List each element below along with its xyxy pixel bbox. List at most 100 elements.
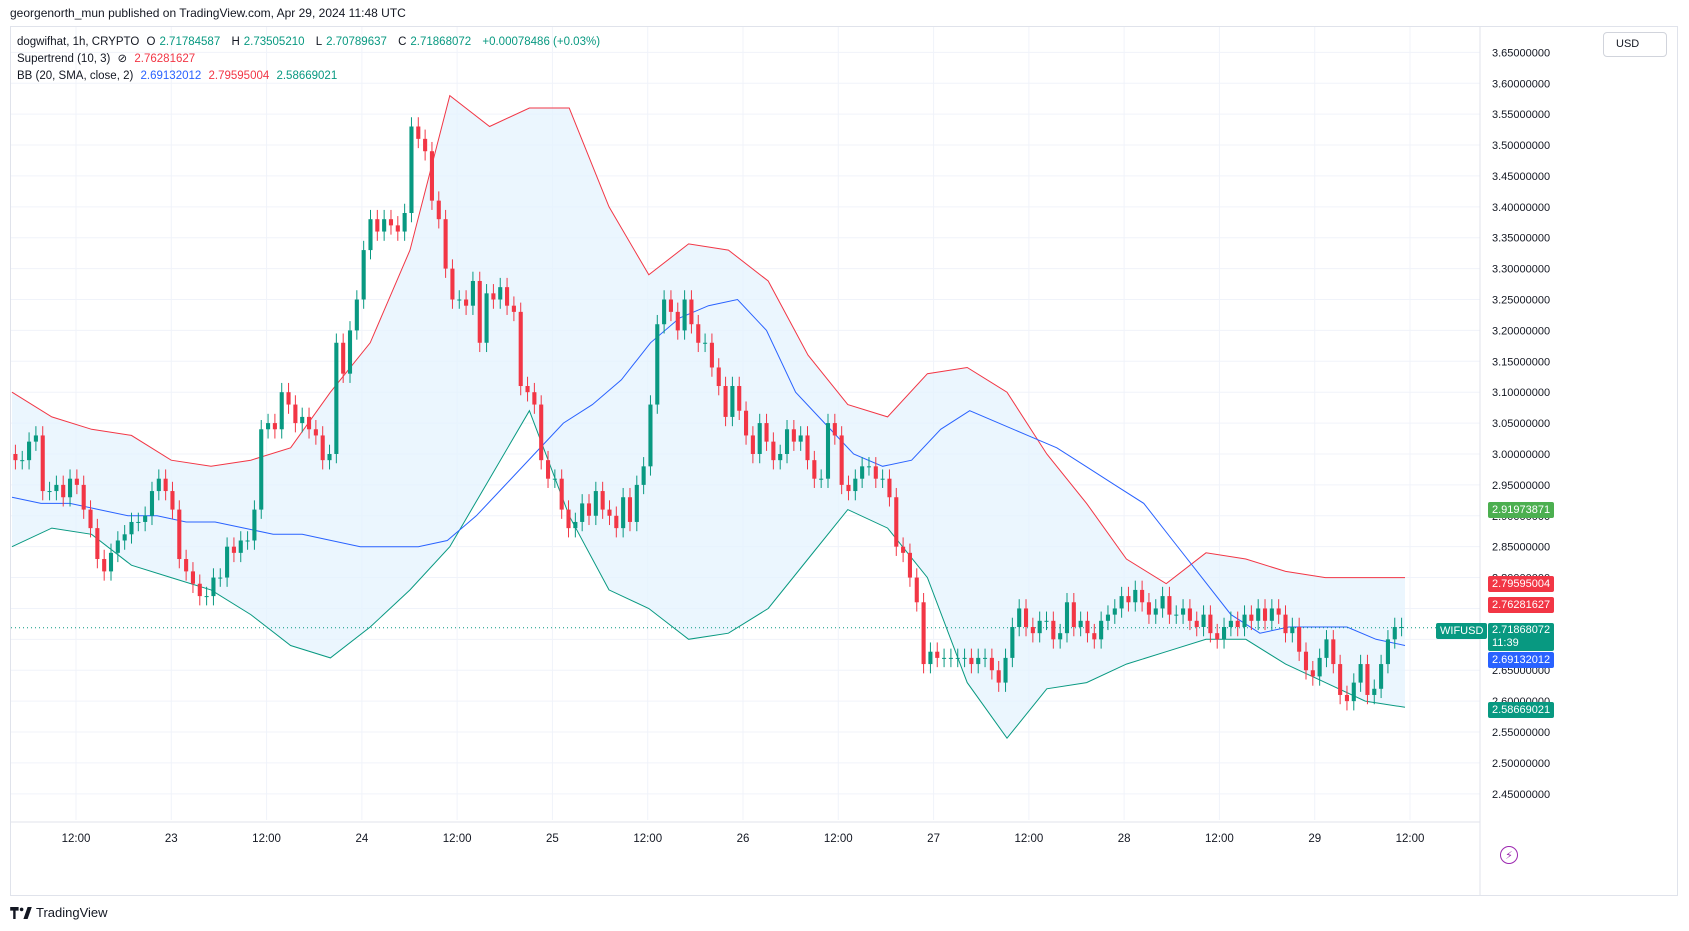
legend-supertrend-row[interactable]: Supertrend (10, 3) ⊘ 2.76281627 (17, 51, 604, 68)
candle-body (648, 404, 653, 467)
candle-body (13, 453, 18, 461)
candle-body (272, 423, 277, 430)
chart-frame (10, 26, 1678, 896)
candle-body (573, 521, 578, 529)
low-value: 2.70789637 (326, 36, 387, 48)
legend-symbol: dogwifhat, 1h, CRYPTO (17, 36, 140, 48)
candle-body (177, 509, 182, 560)
candle-body (231, 546, 236, 553)
candle-body (115, 540, 120, 553)
y-tick-label: 3.25000000 (1492, 295, 1550, 307)
last-price-tag: 2.71868072 11:39 (1488, 623, 1555, 651)
candle-body (477, 280, 482, 343)
candle-body (784, 429, 790, 454)
tradingview-logo-icon (10, 906, 32, 919)
candle-body (839, 435, 844, 485)
candle-body (266, 423, 271, 430)
candle-body (88, 509, 93, 529)
candle-body (662, 299, 667, 325)
y-tick-label: 3.55000000 (1492, 109, 1550, 121)
candle-body (996, 670, 1001, 683)
candle-body (1208, 614, 1213, 634)
candle-body (1269, 608, 1274, 621)
y-tick-label: 3.65000000 (1492, 47, 1550, 59)
candle-body (1262, 608, 1268, 621)
candle-body (586, 503, 592, 516)
candle-body (1194, 620, 1199, 627)
candle-body (532, 392, 537, 405)
candle-body (641, 466, 646, 485)
candle-body (1099, 620, 1104, 640)
candle-body (860, 466, 865, 479)
candle-body (1385, 639, 1390, 665)
legend-symbol-row[interactable]: dogwifhat, 1h, CRYPTO O 2.71784587 H 2.735… (17, 34, 604, 51)
candle-body (375, 219, 380, 232)
price-axis[interactable]: 3.65000000 3.60000000 3.55000000 3.50000000… (1479, 27, 1550, 895)
candle-body (791, 429, 796, 442)
candle-body (757, 423, 762, 454)
y-tick-label: 2.45000000 (1492, 789, 1550, 801)
x-tick-label: 28 (1118, 833, 1131, 845)
candle-body (914, 577, 919, 603)
candle-body (942, 657, 947, 659)
candle-body (334, 342, 339, 454)
candle-body (1358, 664, 1363, 683)
last-price-value: 2.71868072 (1492, 624, 1551, 636)
footer-brand[interactable]: TradingView (10, 905, 108, 920)
y-tick-label: 2.55000000 (1492, 727, 1550, 739)
x-tick-label: 26 (737, 833, 750, 845)
candle-body (1344, 694, 1350, 702)
bb-lower-line (11, 409, 1406, 740)
candle-body (744, 410, 749, 436)
y-tick-label: 3.00000000 (1492, 449, 1550, 461)
currency-button[interactable]: USD (1603, 32, 1667, 57)
candle-body (1215, 633, 1220, 640)
candle-body (259, 429, 264, 510)
candle-body (1003, 657, 1008, 683)
candle-body (1037, 620, 1042, 634)
candle-body (928, 651, 933, 665)
candle-body (1119, 596, 1124, 609)
time-axis[interactable]: 12:00 23 12:00 24 12:00 25 12:00 26 12:00 27 12:00… (11, 821, 1480, 845)
x-tick-label: 12:00 (1205, 833, 1234, 845)
candle-body (300, 416, 305, 424)
candle-body (95, 528, 100, 560)
legend-low: L 2.70789637 (316, 36, 391, 48)
y-tick-label: 3.40000000 (1492, 202, 1550, 214)
candle-body (464, 299, 469, 306)
candle-body (505, 287, 510, 306)
lightning-icon[interactable]: ⚡ (1500, 846, 1518, 864)
legend-bb-row[interactable]: BB (20, SMA, close, 2) 2.69132012 2.7959… (17, 68, 604, 85)
chart-legend: dogwifhat, 1h, CRYPTO O 2.71784587 H 2.735… (17, 34, 604, 85)
candle-body (1297, 626, 1302, 652)
candle-body (33, 435, 38, 442)
candle-body (136, 521, 141, 523)
candle-body (81, 484, 86, 510)
candle-body (470, 280, 475, 306)
high-value: 2.73505210 (243, 36, 305, 48)
hidden-eye-icon[interactable]: ⊘ (117, 53, 128, 65)
candle-body (798, 435, 803, 442)
x-tick-label: 12:00 (62, 833, 91, 845)
candle-body (1249, 614, 1254, 621)
candle-body (989, 657, 994, 671)
candle-body (832, 423, 837, 436)
candle-body (566, 509, 571, 529)
y-tick-label: 3.45000000 (1492, 171, 1550, 183)
y-tick-label: 3.60000000 (1492, 78, 1550, 90)
candle-body (703, 342, 708, 344)
candle-body (47, 491, 52, 493)
candle-body (108, 552, 114, 572)
candle-body (634, 484, 639, 522)
candle-body (102, 559, 107, 572)
close-value: 2.71868072 (410, 36, 472, 48)
candlesticks[interactable] (13, 117, 1404, 711)
candle-body (976, 657, 981, 665)
candle-body (1051, 620, 1056, 640)
candle-body (525, 386, 530, 393)
candle-body (1290, 626, 1295, 634)
open-value: 2.71784587 (159, 36, 221, 48)
candle-body (293, 404, 298, 424)
candle-body (1310, 670, 1315, 677)
